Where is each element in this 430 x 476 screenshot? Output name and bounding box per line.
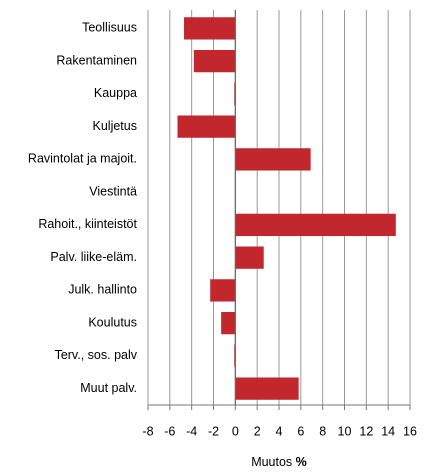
y-tick-label: Palv. liike-eläm. <box>50 250 137 264</box>
bar <box>235 246 264 269</box>
x-tick-label: -6 <box>164 424 175 438</box>
y-tick-label: Julk. hallinto <box>68 283 137 297</box>
y-tick-label: Terv., sos. palv <box>55 348 138 362</box>
x-tick-label: 8 <box>319 424 326 438</box>
bar <box>193 49 236 73</box>
bar <box>177 115 236 138</box>
y-tick-label: Rahoit., kiinteistöt <box>38 217 137 231</box>
x-tick-label: 0 <box>232 424 239 438</box>
bar <box>210 279 236 302</box>
x-tick-label: 14 <box>381 424 395 438</box>
y-tick-label: Koulutus <box>88 315 137 329</box>
x-tick-label: 4 <box>276 424 283 438</box>
y-tick-label: Ravintolat ja majoit. <box>28 152 137 166</box>
x-axis-label-text: Muutos <box>251 455 292 469</box>
bar <box>235 213 396 237</box>
bar <box>235 377 299 400</box>
bar <box>184 17 236 40</box>
x-tick-label: 16 <box>403 424 417 438</box>
y-tick-label: Viestintä <box>89 184 137 198</box>
x-axis-label: Muutos % <box>251 455 307 469</box>
x-tick-label: -2 <box>208 424 219 438</box>
y-tick-label: Kauppa <box>94 86 137 100</box>
x-tick-label: 6 <box>297 424 304 438</box>
y-tick-label: Rakentaminen <box>56 53 137 67</box>
x-tick-label: 12 <box>359 424 373 438</box>
x-tick-label: -4 <box>186 424 197 438</box>
x-tick-label: -8 <box>142 424 153 438</box>
bar <box>221 311 236 335</box>
y-tick-label: Kuljetus <box>93 119 137 133</box>
x-tick-label: 10 <box>338 424 352 438</box>
bar <box>235 148 311 171</box>
x-tick-label: 2 <box>254 424 261 438</box>
y-tick-label: Teollisuus <box>82 21 137 35</box>
y-tick-label: Muut palv. <box>80 381 137 395</box>
x-axis-label-unit: % <box>296 455 307 469</box>
